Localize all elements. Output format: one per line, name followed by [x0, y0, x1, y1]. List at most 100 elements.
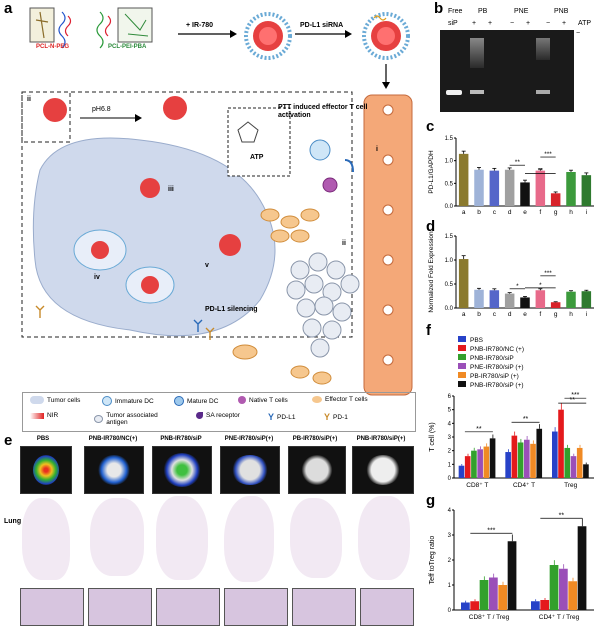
lung-section-sip — [156, 496, 208, 580]
panel-a-schematic — [21, 7, 413, 396]
x-tick-label: b — [477, 209, 481, 216]
panel-a-legend-box — [22, 392, 416, 432]
panel-label-b: b — [434, 0, 444, 17]
bar — [581, 291, 592, 308]
y-tick-label: 0.5 — [445, 282, 454, 288]
bar — [540, 600, 550, 610]
nanoparticle-icon-2 — [362, 12, 410, 60]
gel-sign-2: + — [488, 20, 493, 27]
label-step-iv: iv — [94, 274, 100, 281]
bar — [458, 465, 465, 478]
bar — [474, 169, 484, 206]
bar — [577, 526, 587, 610]
bar — [552, 431, 558, 478]
bar — [479, 580, 489, 610]
x-tick-label: CD4⁺ T — [513, 482, 535, 489]
legend-swatch — [458, 354, 466, 360]
bar — [489, 170, 500, 206]
chart-d-fold-expression: 0.0 0.5 1.0 1.5 Normalized Fold Expression a b… — [428, 231, 594, 318]
bar — [530, 443, 536, 478]
gel-sign-3: − — [510, 20, 515, 27]
gel-sign-7: − — [576, 30, 581, 37]
bar — [583, 464, 589, 478]
y-tick-label: 0.0 — [445, 306, 454, 312]
gel-band-pnb — [536, 90, 550, 94]
panel-label-c: c — [426, 118, 435, 135]
bar — [570, 456, 577, 478]
y-tick-label: 1 — [448, 583, 452, 589]
y-tick-label: 2 — [448, 449, 452, 455]
bar — [470, 601, 480, 610]
bar — [568, 581, 578, 610]
panel-label-e: e — [4, 432, 13, 449]
x-tick-label: CD4⁺ T / Treg — [539, 614, 580, 621]
y-axis-label: T cell (%) — [429, 422, 436, 451]
nanoparticle-icon-1 — [244, 12, 292, 60]
label-ph: pH6.8 — [92, 106, 111, 113]
legend-native-t-cells: Native T cells — [238, 396, 288, 404]
y-axis-label: PD-L1/GAPDH — [428, 150, 435, 194]
label-atp: ATP — [250, 154, 264, 161]
bar — [581, 175, 592, 206]
bar — [458, 259, 469, 308]
legend-immature-dc: Immature DC — [102, 396, 154, 406]
label-pd-l1-silencing: PD-L1 silencing — [205, 306, 258, 313]
sig-label: ** — [569, 397, 575, 404]
gel-smear-pnb — [536, 38, 550, 60]
label-pcl-n-peg: PCL-N-PEG — [36, 44, 69, 50]
label-ir780-step: + IR-780 — [186, 22, 214, 29]
x-tick-label: e — [523, 209, 527, 216]
img-title-5: PB-IR780/siP(+) — [292, 436, 338, 442]
x-tick-label: i — [586, 311, 587, 318]
chart-g-teff-treg-ratio: 0 1 2 3 4 Teff toTreg ratio CD8⁺ T / Treg CD4⁺ … — [429, 508, 594, 621]
gel-sign-5: − — [546, 20, 551, 27]
micrograph-pbs — [20, 588, 84, 626]
bar — [520, 297, 530, 308]
sig-label: ** — [559, 512, 565, 519]
bar — [576, 447, 583, 478]
sig-label: *** — [544, 270, 552, 277]
ivis-image-pbs — [20, 446, 72, 494]
bar — [550, 193, 561, 206]
legend-label: PB-IR780/siP (+) — [470, 373, 519, 380]
y-tick-label: 4 — [448, 508, 452, 514]
y-tick-label: 1.0 — [445, 159, 454, 165]
bar — [458, 153, 469, 206]
y-tick-label: 1.5 — [445, 136, 454, 142]
x-tick-label: f — [539, 209, 541, 216]
x-tick-label: a — [462, 209, 466, 216]
y-tick-label: 1.5 — [445, 234, 454, 240]
nir-icon — [30, 412, 44, 419]
micrograph-pb — [292, 588, 356, 626]
legend-swatch — [458, 345, 466, 351]
label-step-v: v — [205, 262, 209, 269]
pd-l1-icon: Y — [268, 412, 275, 422]
ivis-image-nc — [84, 446, 144, 494]
img-title-3: PNB-IR780/siP — [160, 436, 202, 442]
x-tick-label: d — [508, 209, 512, 216]
y-tick-label: 1 — [448, 462, 452, 468]
sig-label: ** — [515, 159, 521, 166]
x-tick-label: i — [586, 209, 587, 216]
sig-label: *** — [571, 392, 579, 399]
bar — [489, 438, 496, 478]
tissue-cells-cluster — [286, 252, 360, 358]
tumor-cell-shape — [32, 137, 276, 337]
legend-label: PNB-IR780/NC (+) — [470, 346, 524, 353]
bar — [505, 452, 511, 478]
immature-dc-icon — [309, 139, 331, 161]
bar — [483, 446, 490, 478]
legend-swatch — [458, 336, 466, 342]
bar — [566, 172, 576, 206]
y-tick-label: 3 — [448, 533, 452, 539]
img-title-4: PNE-IR780/siP(+) — [224, 436, 274, 442]
bar — [507, 541, 517, 610]
y-axis-label: Teff toTreg ratio — [429, 536, 436, 585]
y-tick-label: 5 — [448, 408, 452, 414]
micrograph-nc — [88, 588, 152, 626]
antigen-icon — [94, 415, 104, 423]
gel-sign-6: + — [562, 20, 567, 27]
y-tick-label: 0 — [448, 476, 452, 482]
sa-receptor-icon — [196, 412, 203, 419]
